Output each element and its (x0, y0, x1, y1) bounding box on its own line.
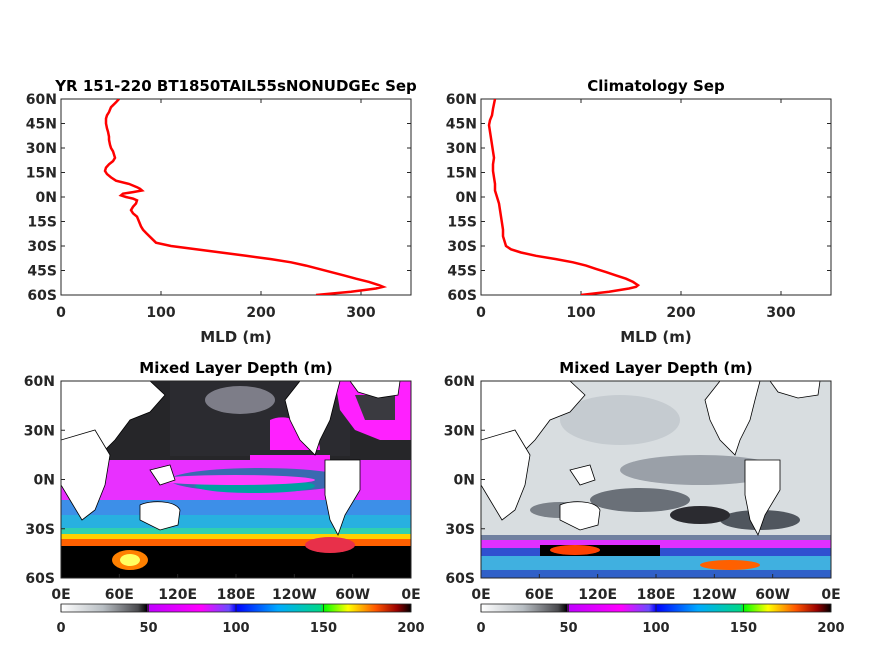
x-tick-label: 120E (158, 587, 197, 603)
colorbar-tick-label: 50 (559, 621, 577, 636)
colorbar-tick-label: 50 (139, 621, 157, 636)
y-tick-label: 60N (446, 92, 477, 108)
x-axis-label: MLD (m) (200, 328, 272, 346)
y-tick-label: 0N (36, 190, 57, 206)
map-left-title: Mixed Layer Depth (m) (139, 359, 332, 377)
x-tick-label: 120W (692, 587, 737, 603)
y-tick-label: 30S (445, 522, 475, 538)
colorbar-tick-label: 100 (222, 621, 249, 636)
x-tick-label: 60W (755, 587, 790, 603)
y-tick-label: 45S (27, 264, 57, 280)
map-panel-left: Mixed Layer Depth (m) (24, 359, 425, 636)
series-line (103, 99, 388, 295)
profile-panel-right: Climatology Sep 60N 45N 30N 15N 0N 15S 30S 45S 6… (446, 77, 832, 346)
x-tick-label: 60W (335, 587, 370, 603)
x-tick-label: 60E (105, 587, 134, 603)
y-tick-label: 15N (26, 166, 57, 182)
colorbar-tick-label: 200 (817, 621, 844, 636)
x-tick-label: 120E (578, 587, 617, 603)
y-tick-label: 60S (27, 288, 57, 304)
y-tick-label: 0N (456, 190, 477, 206)
plot-frame (60, 98, 412, 296)
continents (481, 381, 821, 536)
colorbar-tick-label: 150 (310, 621, 337, 636)
x-tick-label: 0E (471, 587, 490, 603)
y-tick-label: 60N (26, 92, 57, 108)
colorbar-tick-label: 0 (476, 621, 485, 636)
x-tick-label: 0E (401, 587, 420, 603)
y-tick-label: 30S (447, 239, 477, 255)
x-tick-label: 200 (666, 305, 695, 321)
profile-panel-left: YR 151-220 BT1850TAIL55sNONUDGEc Sep 60N… (26, 77, 417, 346)
y-tick-label: 15S (447, 215, 477, 231)
y-tick-label: 60N (24, 374, 55, 390)
x-tick-label: 0E (51, 587, 70, 603)
x-tick-label: 100 (146, 305, 175, 321)
y-tick-label: 30S (25, 522, 55, 538)
series-line (487, 99, 641, 295)
y-tick-label: 30N (24, 423, 55, 439)
colorbar-tick-label: 0 (56, 621, 65, 636)
y-tick-label: 45S (447, 264, 477, 280)
x-tick-label: 0E (821, 587, 840, 603)
colorbar-tick-label: 100 (642, 621, 669, 636)
y-tick-label: 0N (454, 473, 475, 489)
y-tick-label: 30S (27, 239, 57, 255)
y-tick-label: 60N (444, 374, 475, 390)
x-tick-label: 60E (525, 587, 554, 603)
x-tick-label: 300 (766, 305, 795, 321)
colorbar-tick-label: 150 (730, 621, 757, 636)
x-tick-label: 100 (566, 305, 595, 321)
x-tick-label: 0 (56, 305, 66, 321)
panel-right-title: Climatology Sep (587, 77, 725, 95)
plot-frame (480, 98, 832, 296)
x-tick-label: 0 (476, 305, 486, 321)
map-right-title: Mixed Layer Depth (m) (559, 359, 752, 377)
y-tick-label: 30N (444, 423, 475, 439)
x-tick-label: 120W (272, 587, 317, 603)
x-tick-label: 200 (246, 305, 275, 321)
colorbar-tick-label: 200 (397, 621, 424, 636)
y-tick-label: 15N (446, 166, 477, 182)
y-tick-label: 45N (446, 117, 477, 133)
y-tick-label: 60S (25, 571, 55, 587)
y-tick-label: 45N (26, 117, 57, 133)
y-tick-label: 0N (34, 473, 55, 489)
x-tick-label: 180E (637, 587, 676, 603)
y-tick-label: 60S (445, 571, 475, 587)
panel-left-title: YR 151-220 BT1850TAIL55sNONUDGEc Sep (54, 77, 417, 95)
x-axis-label: MLD (m) (620, 328, 692, 346)
x-tick-label: 180E (217, 587, 256, 603)
y-tick-label: 30N (446, 141, 477, 157)
map-panel-right: Mixed Layer Depth (m) (444, 359, 845, 636)
y-tick-label: 15S (27, 215, 57, 231)
x-tick-label: 300 (346, 305, 375, 321)
y-tick-label: 60S (447, 288, 477, 304)
y-tick-label: 30N (26, 141, 57, 157)
continents (61, 381, 401, 536)
